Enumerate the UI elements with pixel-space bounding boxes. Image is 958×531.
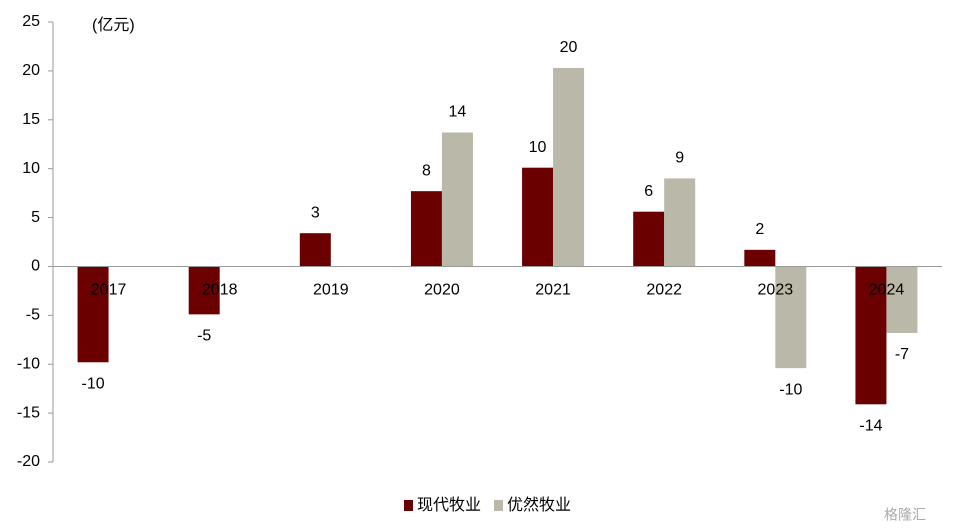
bar <box>77 266 109 363</box>
x-tick-label: 2021 <box>535 282 571 299</box>
y-tick-label: 0 <box>31 258 40 275</box>
y-tick-label: -10 <box>17 355 40 372</box>
y-tick-label: 10 <box>22 160 40 177</box>
bar <box>633 211 665 267</box>
data-label: -10 <box>82 375 105 392</box>
data-label: 3 <box>311 204 320 221</box>
data-label: 8 <box>422 162 431 179</box>
legend-label: 现代牧业 <box>417 496 481 514</box>
x-tick-label: 2019 <box>313 282 349 299</box>
data-label: 10 <box>529 139 547 156</box>
bar <box>855 266 887 405</box>
y-tick-label: -5 <box>26 307 40 324</box>
bar <box>886 266 918 333</box>
legend-swatch <box>494 500 503 511</box>
bar <box>441 132 473 267</box>
bar <box>522 167 554 267</box>
data-label: -5 <box>197 328 211 345</box>
data-label: 9 <box>675 150 684 167</box>
x-tick-label: 2023 <box>758 282 794 299</box>
data-label: -10 <box>779 381 802 398</box>
y-tick-label: -20 <box>17 453 40 470</box>
bar <box>744 249 776 267</box>
bar <box>299 233 331 267</box>
data-label: 14 <box>449 104 467 121</box>
data-label: 6 <box>644 183 653 200</box>
y-tick-label: 15 <box>22 111 40 128</box>
data-label: -7 <box>895 346 909 363</box>
data-label: 2 <box>755 221 764 238</box>
data-label: -14 <box>859 418 882 435</box>
y-tick-label: -15 <box>17 404 40 421</box>
y-tick-label: 5 <box>31 209 40 226</box>
data-label: 20 <box>560 39 578 56</box>
x-tick-label: 2017 <box>91 282 127 299</box>
x-tick-label: 2022 <box>646 282 682 299</box>
x-tick-label: 2018 <box>202 282 238 299</box>
unit-label: (亿元) <box>92 16 135 34</box>
bar <box>664 178 696 267</box>
x-tick-label: 2020 <box>424 282 460 299</box>
y-tick-label: 25 <box>22 13 40 30</box>
watermark: 格隆汇 <box>884 507 926 523</box>
y-tick-label: 20 <box>22 62 40 79</box>
x-tick-label: 2024 <box>869 282 905 299</box>
bar <box>410 191 442 267</box>
legend-swatch <box>404 500 413 511</box>
bar <box>553 67 585 267</box>
legend-label: 优然牧业 <box>507 496 571 514</box>
bar <box>188 266 220 315</box>
bar <box>775 266 807 369</box>
